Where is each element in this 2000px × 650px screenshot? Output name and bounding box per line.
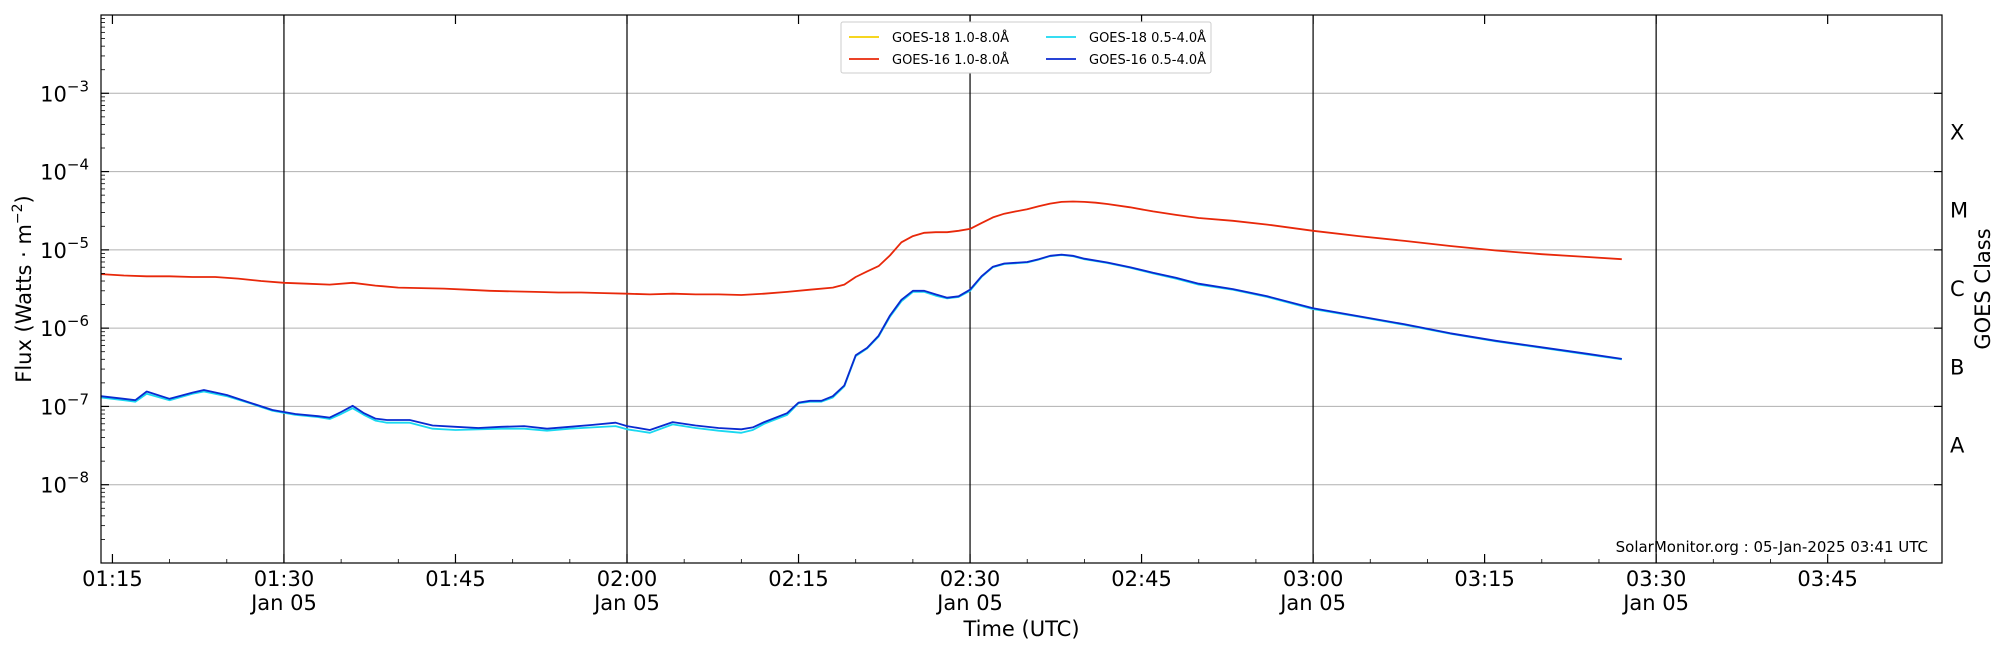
y-tick-label: 10−4 <box>40 156 89 185</box>
y-tick-label: 10−5 <box>40 234 89 263</box>
legend: GOES-18 1.0-8.0Å GOES-18 0.5-4.0Å GOES-16 … <box>840 21 1212 74</box>
x-tick-label: 02:15 <box>768 567 829 591</box>
goes-class-label: B <box>1950 355 1964 379</box>
y-tick-label: 10−8 <box>40 469 89 498</box>
y-axis-title: Flux (Watts · m−2) <box>10 195 36 383</box>
x-axis-title: Time (UTC) <box>962 617 1079 641</box>
x-tick-label: 01:15 <box>82 567 143 591</box>
x-tick-label: 02:30 <box>940 567 1001 591</box>
x-tick-label: 01:45 <box>425 567 486 591</box>
x-tick-label: 02:00 <box>597 567 658 591</box>
x-tick-date-label: Jan 05 <box>935 591 1003 615</box>
x-tick-date-label: Jan 05 <box>592 591 660 615</box>
y-tick-label: 10−3 <box>40 77 89 106</box>
x-tick-label: 03:45 <box>1797 567 1858 591</box>
legend-label: GOES-16 0.5-4.0Å <box>1089 52 1206 68</box>
goes-class-label: M <box>1950 199 1968 223</box>
y-tick-label: 10−7 <box>40 390 89 419</box>
plot-frame <box>100 14 1943 564</box>
y-axis-ticks: 10−8 10−7 10−6 10−5 10−4 10−3 <box>40 18 1942 540</box>
legend-box <box>840 21 1212 74</box>
series-line-3 <box>100 253 1622 431</box>
x-tick-label: 03:15 <box>1454 567 1515 591</box>
x-tick-label: 02:45 <box>1111 567 1172 591</box>
y-tick-label: 10−6 <box>40 312 89 341</box>
goes-class-label: A <box>1950 434 1965 458</box>
x-tick-date-label: Jan 05 <box>1621 591 1689 615</box>
series-line-1 <box>100 200 1622 296</box>
x-tick-label: 01:30 <box>254 567 315 591</box>
credit-annotation: SolarMonitor.org : 05-Jan-2025 03:41 UTC <box>1616 538 1928 556</box>
legend-label: GOES-16 1.0-8.0Å <box>892 52 1009 68</box>
legend-label: GOES-18 1.0-8.0Å <box>892 30 1009 46</box>
y2-axis-title: GOES Class <box>1971 228 1995 349</box>
goes-class-label: C <box>1950 277 1965 301</box>
goes-class-label: X <box>1950 120 1964 144</box>
goes-class-labels: A B C M X <box>1950 120 1968 457</box>
x-tick-date-label: Jan 05 <box>1278 591 1346 615</box>
x-tick-label: 03:30 <box>1626 567 1687 591</box>
x-tick-label: 03:00 <box>1283 567 1344 591</box>
x-tick-date-label: Jan 05 <box>249 591 317 615</box>
grid-lines <box>101 92 1942 486</box>
legend-label: GOES-18 0.5-4.0Å <box>1089 30 1206 46</box>
series-lines <box>100 200 1622 434</box>
